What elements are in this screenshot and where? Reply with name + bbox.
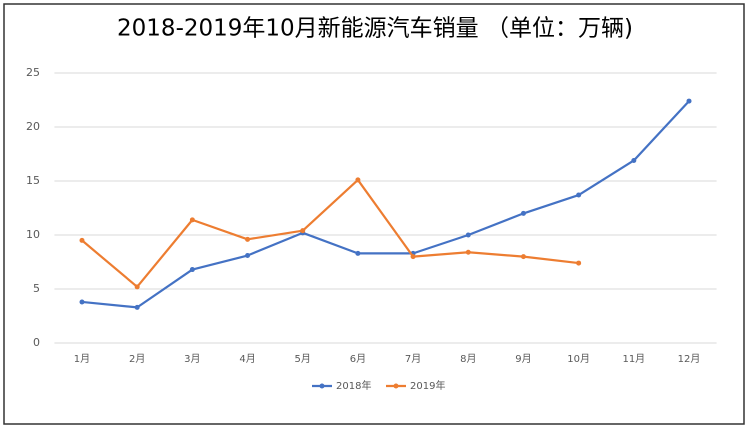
series-line xyxy=(81,100,690,309)
y-tick-label: 15 xyxy=(26,174,40,187)
point xyxy=(576,192,582,198)
y-tick-label: 0 xyxy=(33,336,40,349)
point xyxy=(355,177,361,183)
x-tick-label: 8月 xyxy=(460,353,476,365)
point xyxy=(134,304,140,310)
point xyxy=(520,210,526,216)
x-tick-label: 9月 xyxy=(515,353,531,365)
x-tick-label: 12月 xyxy=(678,353,701,365)
point xyxy=(300,228,306,234)
point xyxy=(520,254,526,260)
x-tick-label: 2月 xyxy=(129,353,145,365)
point xyxy=(410,254,416,260)
point xyxy=(576,260,582,266)
x-tick-label: 6月 xyxy=(350,353,366,365)
point xyxy=(686,98,692,104)
point xyxy=(355,250,361,256)
series-line xyxy=(81,178,579,288)
x-tick-label: 3月 xyxy=(184,353,200,365)
point xyxy=(245,236,251,242)
chart-title: 2018-2019年10月新能源汽车销量 （单位：万辆) xyxy=(117,16,633,42)
point xyxy=(245,253,251,259)
legend-marker xyxy=(319,383,325,389)
point xyxy=(134,284,140,290)
point xyxy=(631,157,637,163)
x-tick-label: 1月 xyxy=(74,353,90,365)
legend-label: 2019年 xyxy=(410,379,445,392)
y-tick-label: 25 xyxy=(26,66,40,79)
legend-label: 2018年 xyxy=(336,379,371,392)
x-tick-label: 7月 xyxy=(405,353,421,365)
legend-marker xyxy=(393,383,399,389)
point xyxy=(79,237,85,243)
point xyxy=(465,232,471,238)
x-tick-label: 5月 xyxy=(295,353,311,365)
y-tick-label: 5 xyxy=(33,282,40,295)
point xyxy=(79,299,85,305)
point xyxy=(465,249,471,255)
x-tick-label: 4月 xyxy=(239,353,255,365)
x-tick-label: 10月 xyxy=(567,353,590,365)
frame xyxy=(3,3,745,425)
point xyxy=(189,267,195,273)
x-tick-label: 11月 xyxy=(622,353,645,365)
point xyxy=(189,217,195,223)
y-tick-label: 10 xyxy=(26,228,40,241)
y-tick-label: 20 xyxy=(26,120,40,133)
